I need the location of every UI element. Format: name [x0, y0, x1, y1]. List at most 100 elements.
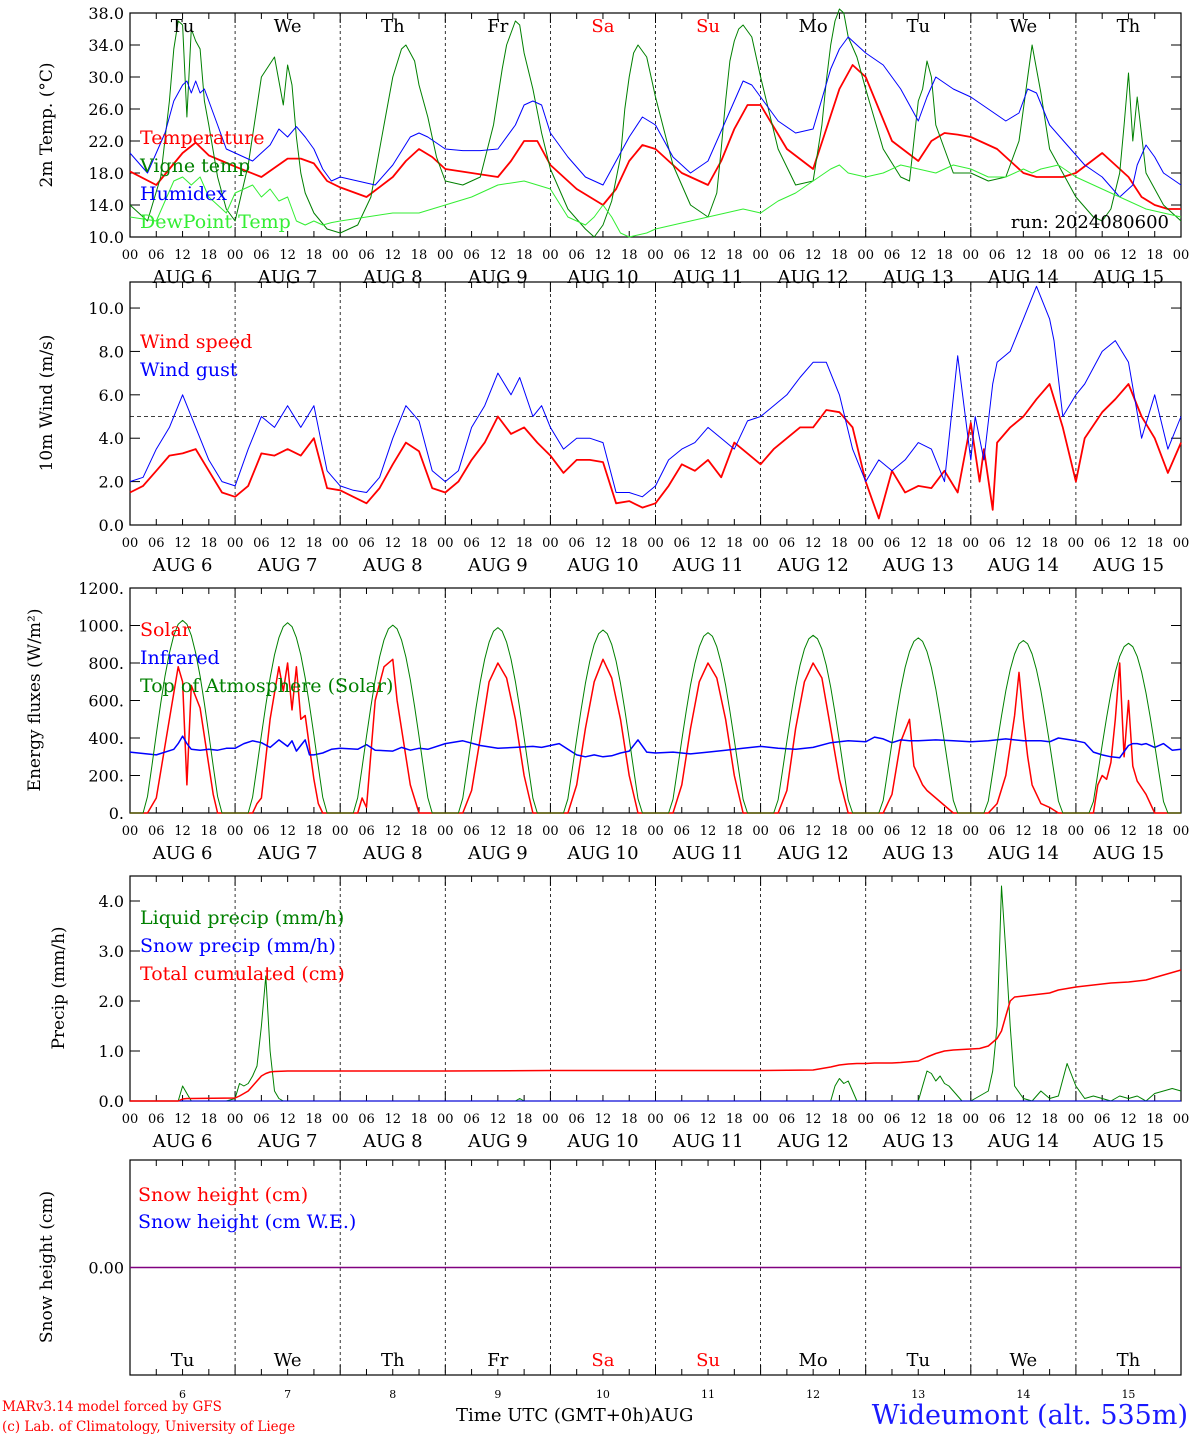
- hour-tick-label: 18: [201, 536, 218, 551]
- hour-tick-label: 06: [148, 248, 165, 263]
- y-tick-label: 1.0: [99, 1042, 124, 1061]
- hour-tick-label: 18: [1146, 536, 1163, 551]
- hour-tick-label: 00: [542, 1112, 559, 1127]
- day-name: We: [1010, 16, 1038, 37]
- hour-tick-label: 12: [1015, 1112, 1032, 1127]
- hour-tick-label: 00: [437, 1112, 454, 1127]
- hour-tick-label: 12: [384, 248, 401, 263]
- hour-tick-label: 18: [1146, 824, 1163, 839]
- hour-tick-label: 00: [963, 536, 980, 551]
- hour-tick-label: 12: [700, 536, 717, 551]
- hour-tick-label: 12: [279, 824, 296, 839]
- hour-tick-label: 06: [253, 1112, 270, 1127]
- series-line-total-cumulated-cm: [130, 969, 1182, 1102]
- hour-tick-label: 00: [437, 824, 454, 839]
- run-label: run: 2024080600: [1011, 212, 1169, 233]
- date-label: AUG 7: [257, 555, 318, 576]
- hour-tick-label: 00: [227, 824, 244, 839]
- y-tick-label: 0.0: [99, 1092, 124, 1111]
- date-label: AUG 7: [257, 1131, 318, 1152]
- day-name: Tu: [906, 1350, 930, 1371]
- date-label: AUG 12: [777, 555, 849, 576]
- y-axis-label: Precip (mm/h): [49, 926, 69, 1049]
- hour-tick-label: 00: [1173, 536, 1190, 551]
- series-line-wind-speed: [129, 383, 1182, 520]
- legend-entry: Humidex: [140, 183, 227, 205]
- legend-entry: Wind gust: [140, 359, 238, 381]
- date-label: AUG 6: [152, 843, 213, 864]
- station-title: Wideumont (alt. 535m): [871, 1400, 1188, 1431]
- y-tick-label: 4.0: [99, 892, 124, 911]
- hour-tick-label: 00: [1173, 824, 1190, 839]
- hour-tick-label: 12: [805, 248, 822, 263]
- hour-tick-label: 18: [411, 1112, 428, 1127]
- hour-tick-label: 12: [490, 536, 507, 551]
- hour-tick-label: 18: [726, 824, 743, 839]
- hour-tick-label: 18: [1146, 248, 1163, 263]
- y-axis-label: Energy fluxes (W/m²): [25, 609, 45, 792]
- hour-tick-label: 18: [411, 536, 428, 551]
- hour-tick-label: 12: [1120, 536, 1137, 551]
- hour-tick-label: 06: [358, 1112, 375, 1127]
- date-label: AUG 14: [987, 267, 1059, 288]
- hour-tick-label: 06: [568, 824, 585, 839]
- hour-tick-label: 00: [963, 1112, 980, 1127]
- day-name: We: [1010, 1350, 1038, 1371]
- date-label: AUG 8: [362, 555, 423, 576]
- hour-tick-label: 12: [279, 248, 296, 263]
- hour-tick-label: 18: [411, 824, 428, 839]
- legend-entry: Snow precip (mm/h): [140, 935, 336, 957]
- day-name: Mo: [799, 1350, 828, 1371]
- hour-tick-label: 12: [279, 1112, 296, 1127]
- legend-entry: Top of Atmosphere (Solar): [140, 675, 393, 697]
- hour-tick-label: 00: [647, 248, 664, 263]
- hour-tick-label: 00: [857, 824, 874, 839]
- hour-tick-label: 18: [306, 824, 323, 839]
- day-number: 10: [596, 1388, 610, 1401]
- hour-tick-label: 06: [568, 536, 585, 551]
- hour-tick-label: 18: [726, 1112, 743, 1127]
- hour-tick-label: 00: [1068, 824, 1085, 839]
- date-label: AUG 8: [362, 843, 423, 864]
- hour-tick-label: 06: [1094, 824, 1111, 839]
- hour-tick-label: 00: [857, 248, 874, 263]
- hour-tick-label: 18: [516, 1112, 533, 1127]
- series-line-wind-gust: [129, 285, 1182, 498]
- hour-tick-label: 12: [384, 536, 401, 551]
- hour-tick-label: 18: [306, 1112, 323, 1127]
- legend-entry: Snow height (cm): [138, 1184, 308, 1206]
- hour-tick-label: 06: [989, 248, 1006, 263]
- day-number: 11: [701, 1388, 715, 1401]
- hour-tick-label: 12: [910, 824, 927, 839]
- hour-tick-label: 12: [1015, 536, 1032, 551]
- hour-tick-label: 06: [779, 536, 796, 551]
- hour-tick-label: 12: [805, 536, 822, 551]
- hour-tick-label: 18: [621, 536, 638, 551]
- hour-tick-label: 18: [936, 536, 953, 551]
- lab-credit: (c) Lab. of Climatology, University of L…: [2, 1419, 296, 1435]
- date-label: AUG 12: [777, 267, 849, 288]
- y-axis-label: 2m Temp. (°C): [37, 62, 57, 187]
- legend-entry: DewPoint Temp: [140, 211, 291, 233]
- y-tick-label: 0.00: [88, 1259, 124, 1278]
- hour-tick-label: 06: [358, 248, 375, 263]
- hour-tick-label: 06: [884, 824, 901, 839]
- hour-tick-label: 18: [936, 248, 953, 263]
- date-label: AUG 7: [257, 267, 318, 288]
- hour-tick-label: 12: [490, 824, 507, 839]
- hour-tick-label: 00: [1068, 536, 1085, 551]
- date-label: AUG 10: [566, 1131, 638, 1152]
- hour-tick-label: 12: [1015, 248, 1032, 263]
- series-line-dewpoint-temp: [129, 164, 1182, 238]
- day-name: Su: [696, 1350, 720, 1371]
- hour-tick-label: 06: [1094, 1112, 1111, 1127]
- hour-tick-label: 18: [201, 1112, 218, 1127]
- series-line-solar: [130, 658, 1181, 814]
- hour-tick-label: 06: [463, 1112, 480, 1127]
- day-name: Fr: [487, 1350, 508, 1371]
- day-name: Mo: [799, 16, 828, 37]
- hour-tick-label: 18: [201, 824, 218, 839]
- time-utc-label: Time UTC (GMT+0h): [456, 1405, 651, 1426]
- hour-tick-label: 12: [595, 824, 612, 839]
- y-tick-label: 800.: [88, 654, 124, 673]
